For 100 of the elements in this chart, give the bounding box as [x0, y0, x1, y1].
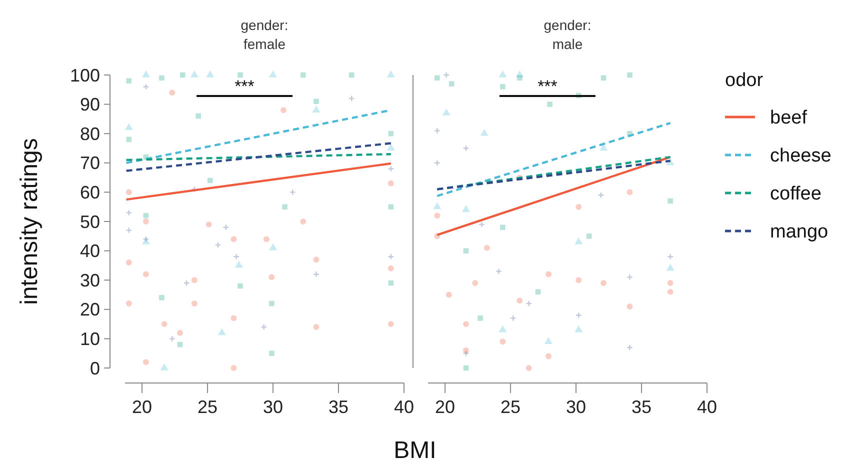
point	[313, 324, 320, 330]
legend-label: beef	[770, 108, 808, 129]
x-tick-label: 30	[566, 397, 586, 417]
point	[668, 198, 673, 204]
point	[269, 350, 274, 356]
point	[126, 189, 132, 196]
point	[191, 277, 198, 284]
y-tick-label: 10	[80, 329, 100, 349]
point	[434, 75, 440, 81]
point	[472, 280, 478, 286]
point	[196, 113, 201, 119]
point	[517, 75, 522, 81]
point	[500, 84, 506, 90]
y-tick-label: 20	[80, 300, 100, 320]
point	[498, 325, 507, 332]
point	[191, 300, 198, 307]
point	[143, 212, 149, 218]
point	[386, 70, 395, 78]
point	[126, 260, 132, 266]
x-tick-label: 25	[500, 397, 521, 417]
point	[207, 178, 213, 184]
point	[446, 292, 452, 298]
point	[463, 347, 469, 354]
point	[478, 316, 484, 321]
legend-label: cheese	[770, 146, 832, 167]
point	[388, 204, 394, 210]
point	[626, 303, 633, 310]
point	[238, 72, 243, 78]
point	[300, 72, 306, 78]
point	[600, 280, 607, 286]
y-tick-label: 0	[90, 358, 100, 378]
point	[448, 81, 454, 86]
point	[206, 70, 214, 78]
point	[206, 221, 212, 228]
x-tick-label: 40	[394, 397, 414, 417]
chart-title: gender: male	[544, 17, 592, 52]
point	[177, 330, 183, 336]
y-tick-label: 50	[80, 212, 100, 232]
point	[516, 298, 523, 304]
x-tick-label: 40	[696, 397, 718, 417]
point	[480, 128, 488, 136]
x-tick-label: 20	[132, 397, 152, 417]
point	[348, 72, 354, 78]
point	[238, 283, 243, 289]
point	[159, 295, 164, 300]
y-tick-label: 60	[80, 182, 100, 202]
point	[218, 328, 226, 336]
point	[500, 338, 506, 345]
point	[544, 336, 553, 344]
point	[169, 90, 176, 96]
point	[142, 359, 149, 366]
point	[627, 72, 632, 78]
point	[484, 244, 490, 251]
y-tick-label: 90	[80, 94, 100, 115]
point	[161, 321, 168, 328]
point	[463, 321, 469, 328]
point	[388, 180, 394, 186]
point	[463, 248, 469, 254]
point	[667, 288, 674, 295]
point	[230, 365, 237, 371]
y-axis-title: intensity ratings	[16, 138, 43, 305]
point	[388, 265, 394, 272]
point	[159, 75, 164, 81]
point	[442, 108, 450, 116]
point	[666, 264, 674, 271]
point	[535, 289, 541, 294]
point	[576, 204, 582, 210]
x-axis-title: BMI	[394, 437, 436, 463]
annotation: ***	[234, 77, 255, 96]
legend-title: odor	[725, 70, 764, 91]
point	[314, 98, 319, 104]
y-tick-label: 40	[80, 241, 100, 262]
point	[282, 204, 288, 210]
x-tick-label: 30	[263, 397, 284, 417]
point	[126, 300, 132, 307]
point	[386, 144, 395, 151]
point	[268, 243, 278, 250]
point	[547, 102, 552, 107]
point	[124, 123, 133, 130]
point	[126, 78, 132, 84]
point	[498, 70, 507, 78]
point	[180, 72, 186, 78]
y-tick-label: 70	[80, 153, 100, 174]
point	[142, 271, 149, 278]
point	[300, 218, 306, 224]
point	[576, 277, 582, 284]
point	[546, 271, 552, 278]
point	[574, 237, 583, 244]
y-tick-label: 100	[70, 65, 100, 86]
point	[313, 256, 320, 263]
point	[526, 365, 532, 371]
point	[142, 218, 149, 224]
point	[160, 363, 168, 370]
point	[269, 300, 274, 306]
point	[234, 260, 243, 268]
point	[280, 107, 286, 114]
point	[268, 274, 275, 280]
x-tick-label: 35	[328, 397, 349, 417]
y-tick-label: 80	[80, 124, 100, 144]
point	[263, 236, 270, 242]
